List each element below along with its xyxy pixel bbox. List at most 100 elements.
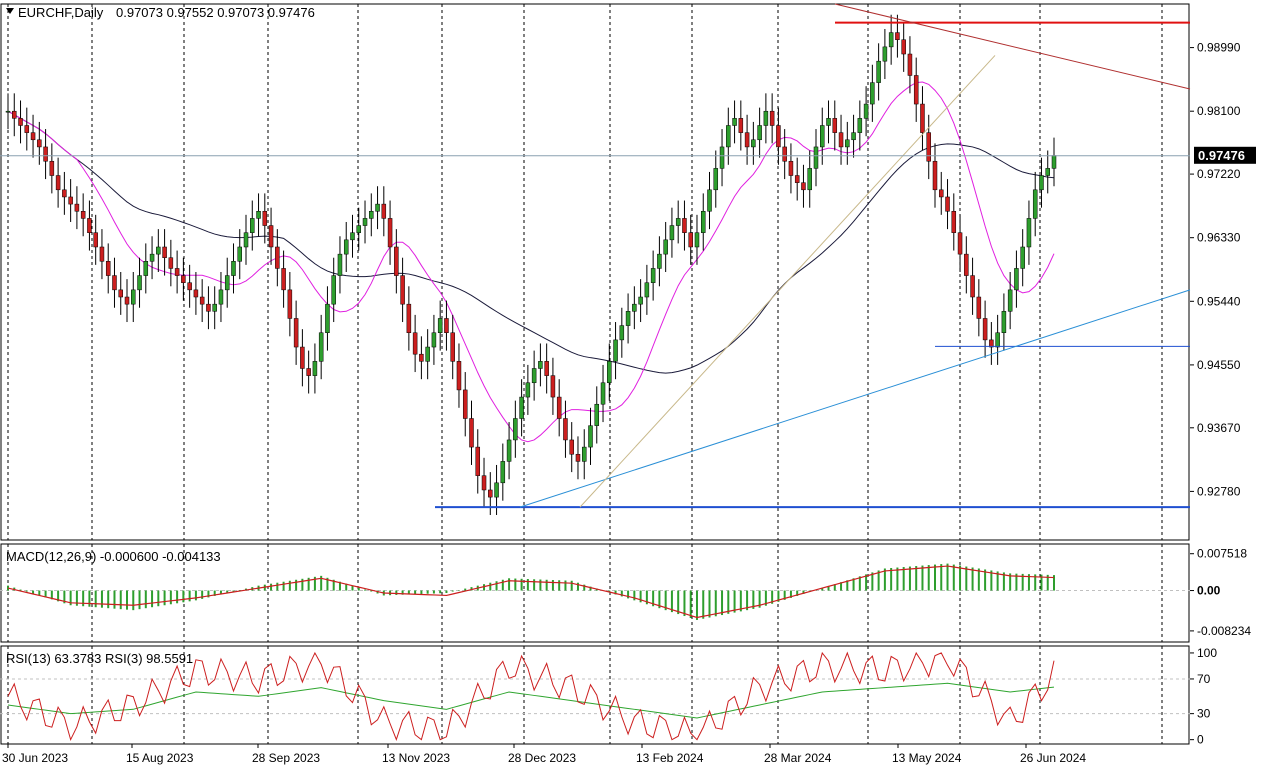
macd-panel-frame — [0, 543, 1190, 643]
candle-up — [675, 218, 681, 226]
candle-down — [901, 39, 906, 55]
macd-tick-label: -0.008234 — [1197, 624, 1251, 638]
candle-down — [575, 453, 581, 462]
candle-down — [989, 339, 994, 348]
candle-down — [262, 211, 268, 226]
price-tick-label: 0.96330 — [1197, 231, 1241, 245]
candle-down — [444, 318, 449, 333]
candle-down — [293, 318, 299, 348]
candle-up — [863, 103, 869, 119]
ma-slow-line — [7, 110, 1055, 374]
candle-up — [1014, 268, 1019, 291]
candle-down — [300, 346, 305, 369]
macd-signal-line — [7, 565, 1055, 619]
candle-up — [356, 225, 362, 233]
candle-down — [550, 375, 556, 398]
candle-up — [250, 218, 255, 233]
candle-up — [888, 32, 894, 48]
candle-down — [801, 182, 806, 191]
candle-down — [168, 257, 174, 269]
candle-down — [469, 418, 474, 448]
candle-up — [763, 110, 769, 126]
candle-down — [563, 418, 568, 441]
candle-down — [162, 246, 167, 258]
candle-up — [494, 482, 499, 498]
candle-up — [369, 211, 374, 219]
candle-up — [350, 232, 355, 241]
candle-down — [381, 203, 387, 219]
candle-down — [738, 118, 744, 133]
macd-title: MACD(12,26,9) -0.000600 -0.004133 — [6, 549, 221, 564]
candle-down — [74, 203, 80, 212]
price-tick-label: 0.97220 — [1197, 167, 1241, 181]
candle-up — [143, 261, 149, 276]
candle-down — [794, 175, 800, 183]
candle-up — [337, 253, 343, 276]
candle-down — [193, 289, 199, 298]
ma-fast-line — [7, 81, 1055, 443]
candle-down — [187, 282, 192, 291]
x-tick-label: 28 Dec 2023 — [508, 751, 576, 765]
candle-down — [776, 125, 781, 148]
candle-down — [18, 118, 23, 126]
candle-up — [581, 446, 587, 462]
candle-down — [181, 275, 186, 283]
candle-down — [832, 118, 838, 133]
rsi-tick-label: 0 — [1197, 733, 1204, 747]
candle-up — [719, 146, 725, 169]
candle-down — [782, 146, 787, 162]
price-tick-label: 0.93670 — [1197, 421, 1241, 435]
candle-down — [268, 225, 274, 248]
candle-up — [425, 346, 430, 362]
candle-up — [1032, 189, 1038, 219]
candle-up — [1039, 175, 1044, 191]
candle-down — [118, 289, 123, 298]
candle-up — [650, 268, 656, 283]
candle-up — [625, 311, 631, 326]
candle-up — [243, 232, 249, 248]
candle-up — [431, 332, 437, 348]
candle-up — [845, 139, 850, 148]
x-tick-label: 15 Aug 2023 — [126, 751, 194, 765]
panel-frames — [0, 3, 1190, 745]
candle-up — [212, 303, 217, 312]
candle-up — [851, 132, 856, 141]
x-tick-label: 28 Mar 2024 — [764, 751, 832, 765]
macd-series — [0, 563, 1190, 620]
candle-down — [112, 275, 117, 291]
candle-down — [306, 368, 311, 376]
x-tick-label: 13 Nov 2023 — [382, 751, 450, 765]
candle-up — [995, 332, 1000, 348]
candle-up — [613, 339, 618, 362]
ohlc-values: 0.97073 0.97552 0.97073 0.97476 — [116, 5, 315, 20]
candle-up — [362, 218, 368, 226]
candle-down — [788, 160, 794, 176]
price-panel-frame — [0, 3, 1190, 541]
x-tick-label: 30 Jun 2023 — [2, 751, 68, 765]
candle-down — [481, 475, 487, 491]
candle-up — [638, 296, 643, 305]
candle-down — [475, 446, 481, 476]
candle-down — [387, 218, 393, 248]
price-tick-label: 0.98100 — [1197, 104, 1241, 118]
candle-up — [137, 275, 142, 291]
candle-down — [99, 246, 105, 262]
candle-up — [1020, 246, 1025, 269]
rsi-tick-label: 70 — [1197, 672, 1211, 686]
candle-down — [12, 110, 17, 119]
candle-up — [857, 118, 863, 133]
rsi-panel-frame — [0, 645, 1190, 745]
candle-up — [694, 232, 700, 248]
candle-up — [237, 246, 242, 262]
candle-up — [375, 203, 380, 212]
rsi-tick-label: 100 — [1197, 646, 1217, 660]
candle-up — [669, 225, 675, 241]
candle-down — [838, 132, 844, 148]
rsi-tick-label: 30 — [1197, 707, 1211, 721]
candle-down — [394, 246, 399, 276]
candle-down — [744, 132, 750, 148]
candle-up — [519, 396, 524, 419]
candle-down — [287, 289, 293, 319]
candle-up — [813, 146, 819, 169]
